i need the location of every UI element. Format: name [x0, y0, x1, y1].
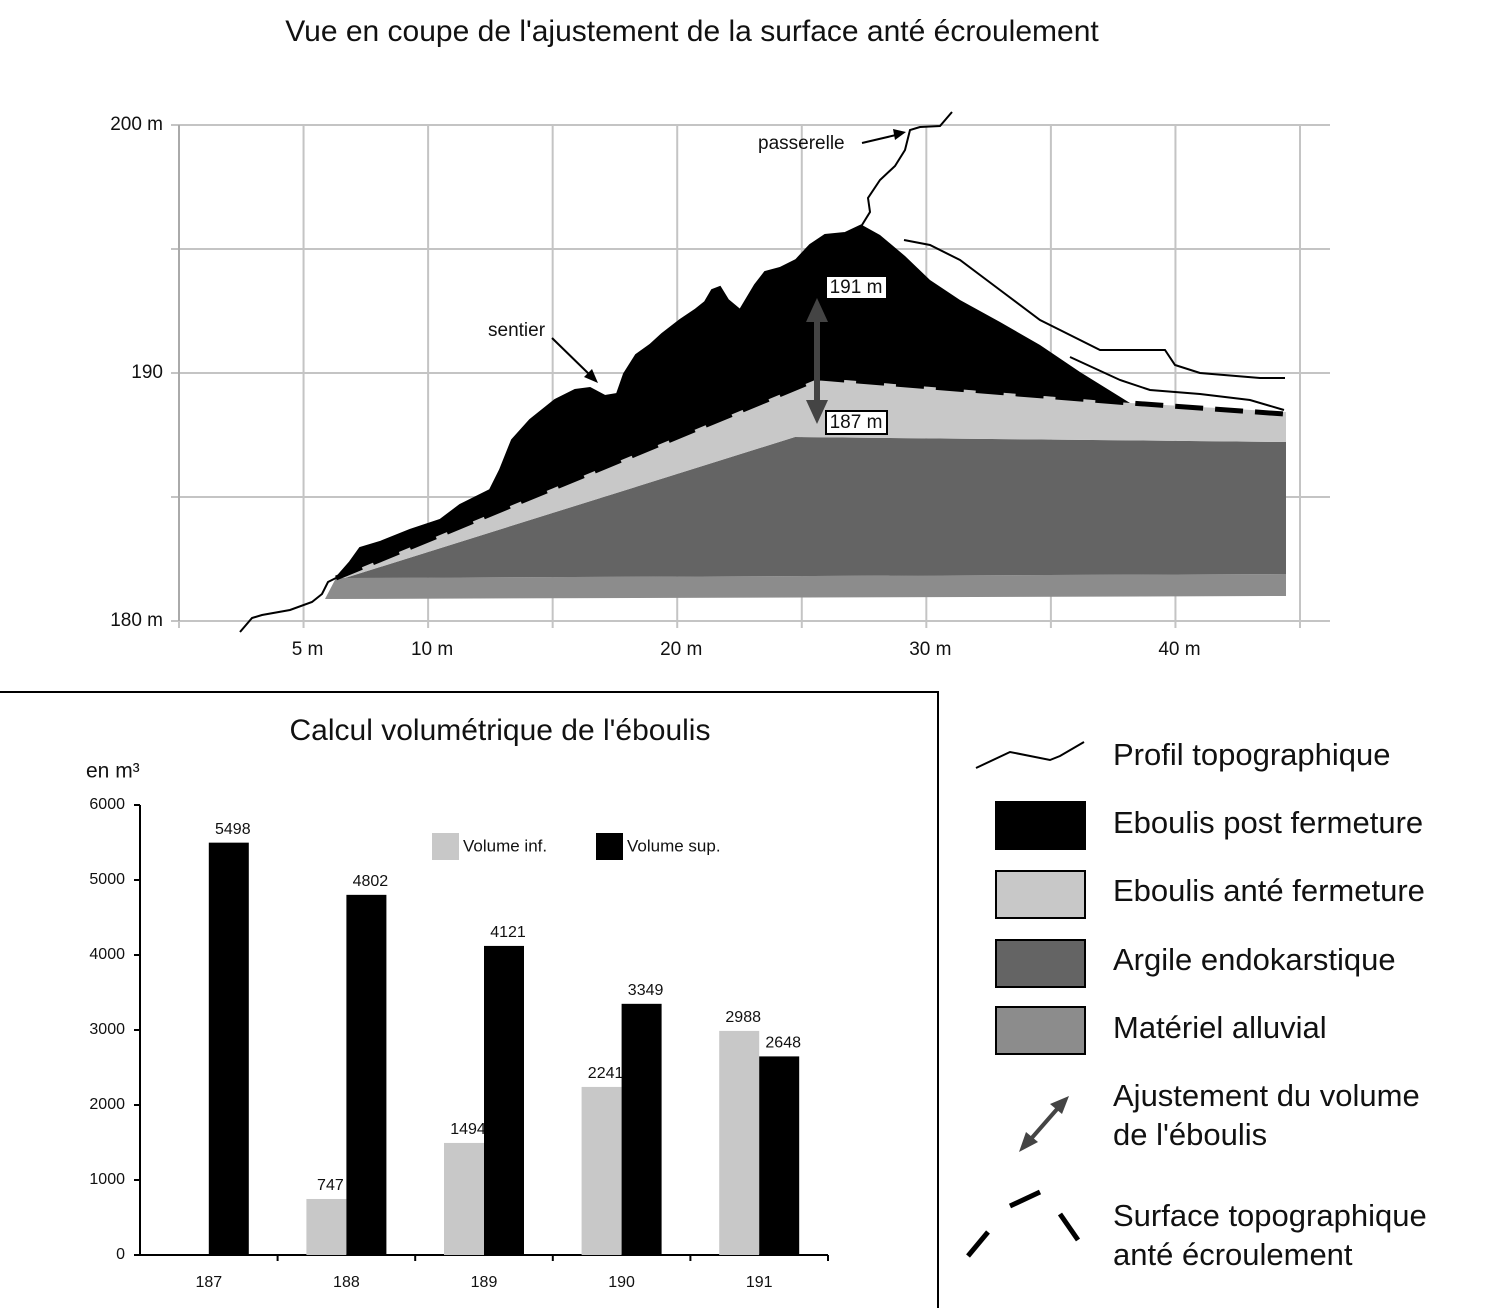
- level-label: 187 m: [830, 412, 883, 433]
- x-tick-label: 40 m: [1158, 639, 1200, 660]
- legend-symbol: [995, 939, 1086, 988]
- value-label: 4802: [353, 873, 389, 890]
- annotation-arrow: [551, 337, 592, 377]
- x-tick-label: 190: [608, 1274, 635, 1291]
- y-tick-label: 5000: [89, 871, 125, 888]
- legend-symbol: [995, 870, 1086, 919]
- alluvial-layer: [325, 574, 1286, 599]
- topographic-profile: [1069, 356, 1285, 411]
- bar-title: Calcul volumétrique de l'éboulis: [290, 714, 711, 747]
- x-tick-label: 191: [746, 1274, 773, 1291]
- section-title: Vue en coupe de l'ajustement de la surfa…: [285, 15, 1099, 48]
- label-box: [825, 275, 888, 300]
- value-label: 4121: [490, 924, 526, 941]
- legend: Profil topographique Eboulis post fermet…: [966, 737, 1427, 1272]
- value-label: 2648: [765, 1035, 801, 1052]
- bar: [759, 1056, 800, 1255]
- legend-label: Ajustement du volume: [1113, 1078, 1420, 1113]
- annotation-arrow: [861, 134, 897, 144]
- bar-chart: 0 1000 2000 3000 4000 5000 6000 187 5498 188 747 48…: [89, 796, 829, 1291]
- x-tick-label: 20 m: [660, 639, 702, 660]
- legend-label: Volume sup.: [627, 836, 721, 855]
- legend-label: Argile endokarstique: [1113, 942, 1396, 977]
- pre-scree-layer: [336, 378, 1286, 578]
- bar: [444, 1142, 484, 1255]
- legend-symbol: [995, 801, 1086, 850]
- legend-swatch: [596, 833, 623, 860]
- annotation-arrow-head: [893, 129, 906, 140]
- bar: [346, 894, 387, 1255]
- value-label: 2241: [588, 1065, 624, 1082]
- legend-swatch: [432, 833, 459, 860]
- value-label: 2988: [725, 1009, 761, 1026]
- bar: [581, 1086, 622, 1255]
- legend-label: Eboulis post fermeture: [1113, 805, 1423, 840]
- y-tick-label: 3000: [89, 1021, 125, 1038]
- topographic-profile: [239, 111, 953, 633]
- y-tick-label: 2000: [89, 1096, 125, 1113]
- x-tick-label: 187: [195, 1274, 222, 1291]
- y-tick-label: 4000: [89, 946, 125, 963]
- bar: [208, 842, 249, 1255]
- legend-symbol: [1057, 1212, 1081, 1242]
- y-tick-label: 180 m: [110, 610, 163, 631]
- label-box: [825, 410, 888, 435]
- adjustment-arrow-head: [806, 400, 828, 424]
- section-layers: 191 m 187 m passerelle sentier: [239, 111, 1286, 633]
- annotation: sentier: [488, 320, 546, 341]
- y-axis-label: en m³: [86, 760, 140, 783]
- y-tick-label: 190: [131, 362, 163, 383]
- adjustment-arrow-head: [806, 298, 828, 322]
- pre-collapse-surface: [335, 375, 1285, 581]
- y-tick-label: 200 m: [110, 114, 163, 135]
- legend-label: Eboulis anté fermeture: [1113, 873, 1425, 908]
- annotation: passerelle: [758, 133, 845, 154]
- value-label: 5498: [215, 821, 251, 838]
- x-tick-label: 10 m: [411, 639, 453, 660]
- x-tick-label: 30 m: [909, 639, 951, 660]
- legend-label: Profil topographique: [1113, 737, 1390, 772]
- clay-layer: [345, 437, 1286, 578]
- bar: [484, 945, 524, 1255]
- y-tick-label: 6000: [89, 796, 125, 813]
- bar: [621, 1003, 662, 1255]
- annotation-arrow-head: [584, 369, 598, 383]
- legend-label: anté écroulement: [1113, 1237, 1353, 1272]
- value-label: 3349: [628, 982, 664, 999]
- legend-symbol: [1019, 1132, 1038, 1152]
- y-tick-label: 1000: [89, 1171, 125, 1188]
- legend-label: de l'éboulis: [1113, 1117, 1267, 1152]
- legend-label: Matériel alluvial: [1113, 1010, 1327, 1045]
- legend-symbol: [995, 1006, 1086, 1055]
- level-label: 191 m: [830, 277, 883, 298]
- legend-symbol: [1008, 1189, 1042, 1209]
- x-tick-label: 189: [471, 1274, 498, 1291]
- value-label: 747: [317, 1177, 344, 1194]
- legend-label: Volume inf.: [463, 836, 547, 855]
- legend-symbol: [975, 741, 1085, 769]
- legend-label: Surface topographique: [1113, 1198, 1427, 1233]
- topographic-profile: [903, 239, 1285, 379]
- legend-symbol: [966, 1230, 990, 1258]
- legend-symbol: [1028, 1106, 1060, 1142]
- x-tick-label: 5 m: [292, 639, 324, 660]
- panel-frame: [0, 691, 939, 1308]
- value-label: 1494: [450, 1121, 486, 1138]
- post-scree-layer: [336, 225, 1130, 578]
- legend-symbol: [1050, 1096, 1069, 1114]
- bar: [306, 1198, 347, 1255]
- bar: [719, 1030, 760, 1255]
- y-tick-label: 0: [116, 1246, 125, 1263]
- x-tick-label: 188: [333, 1274, 360, 1291]
